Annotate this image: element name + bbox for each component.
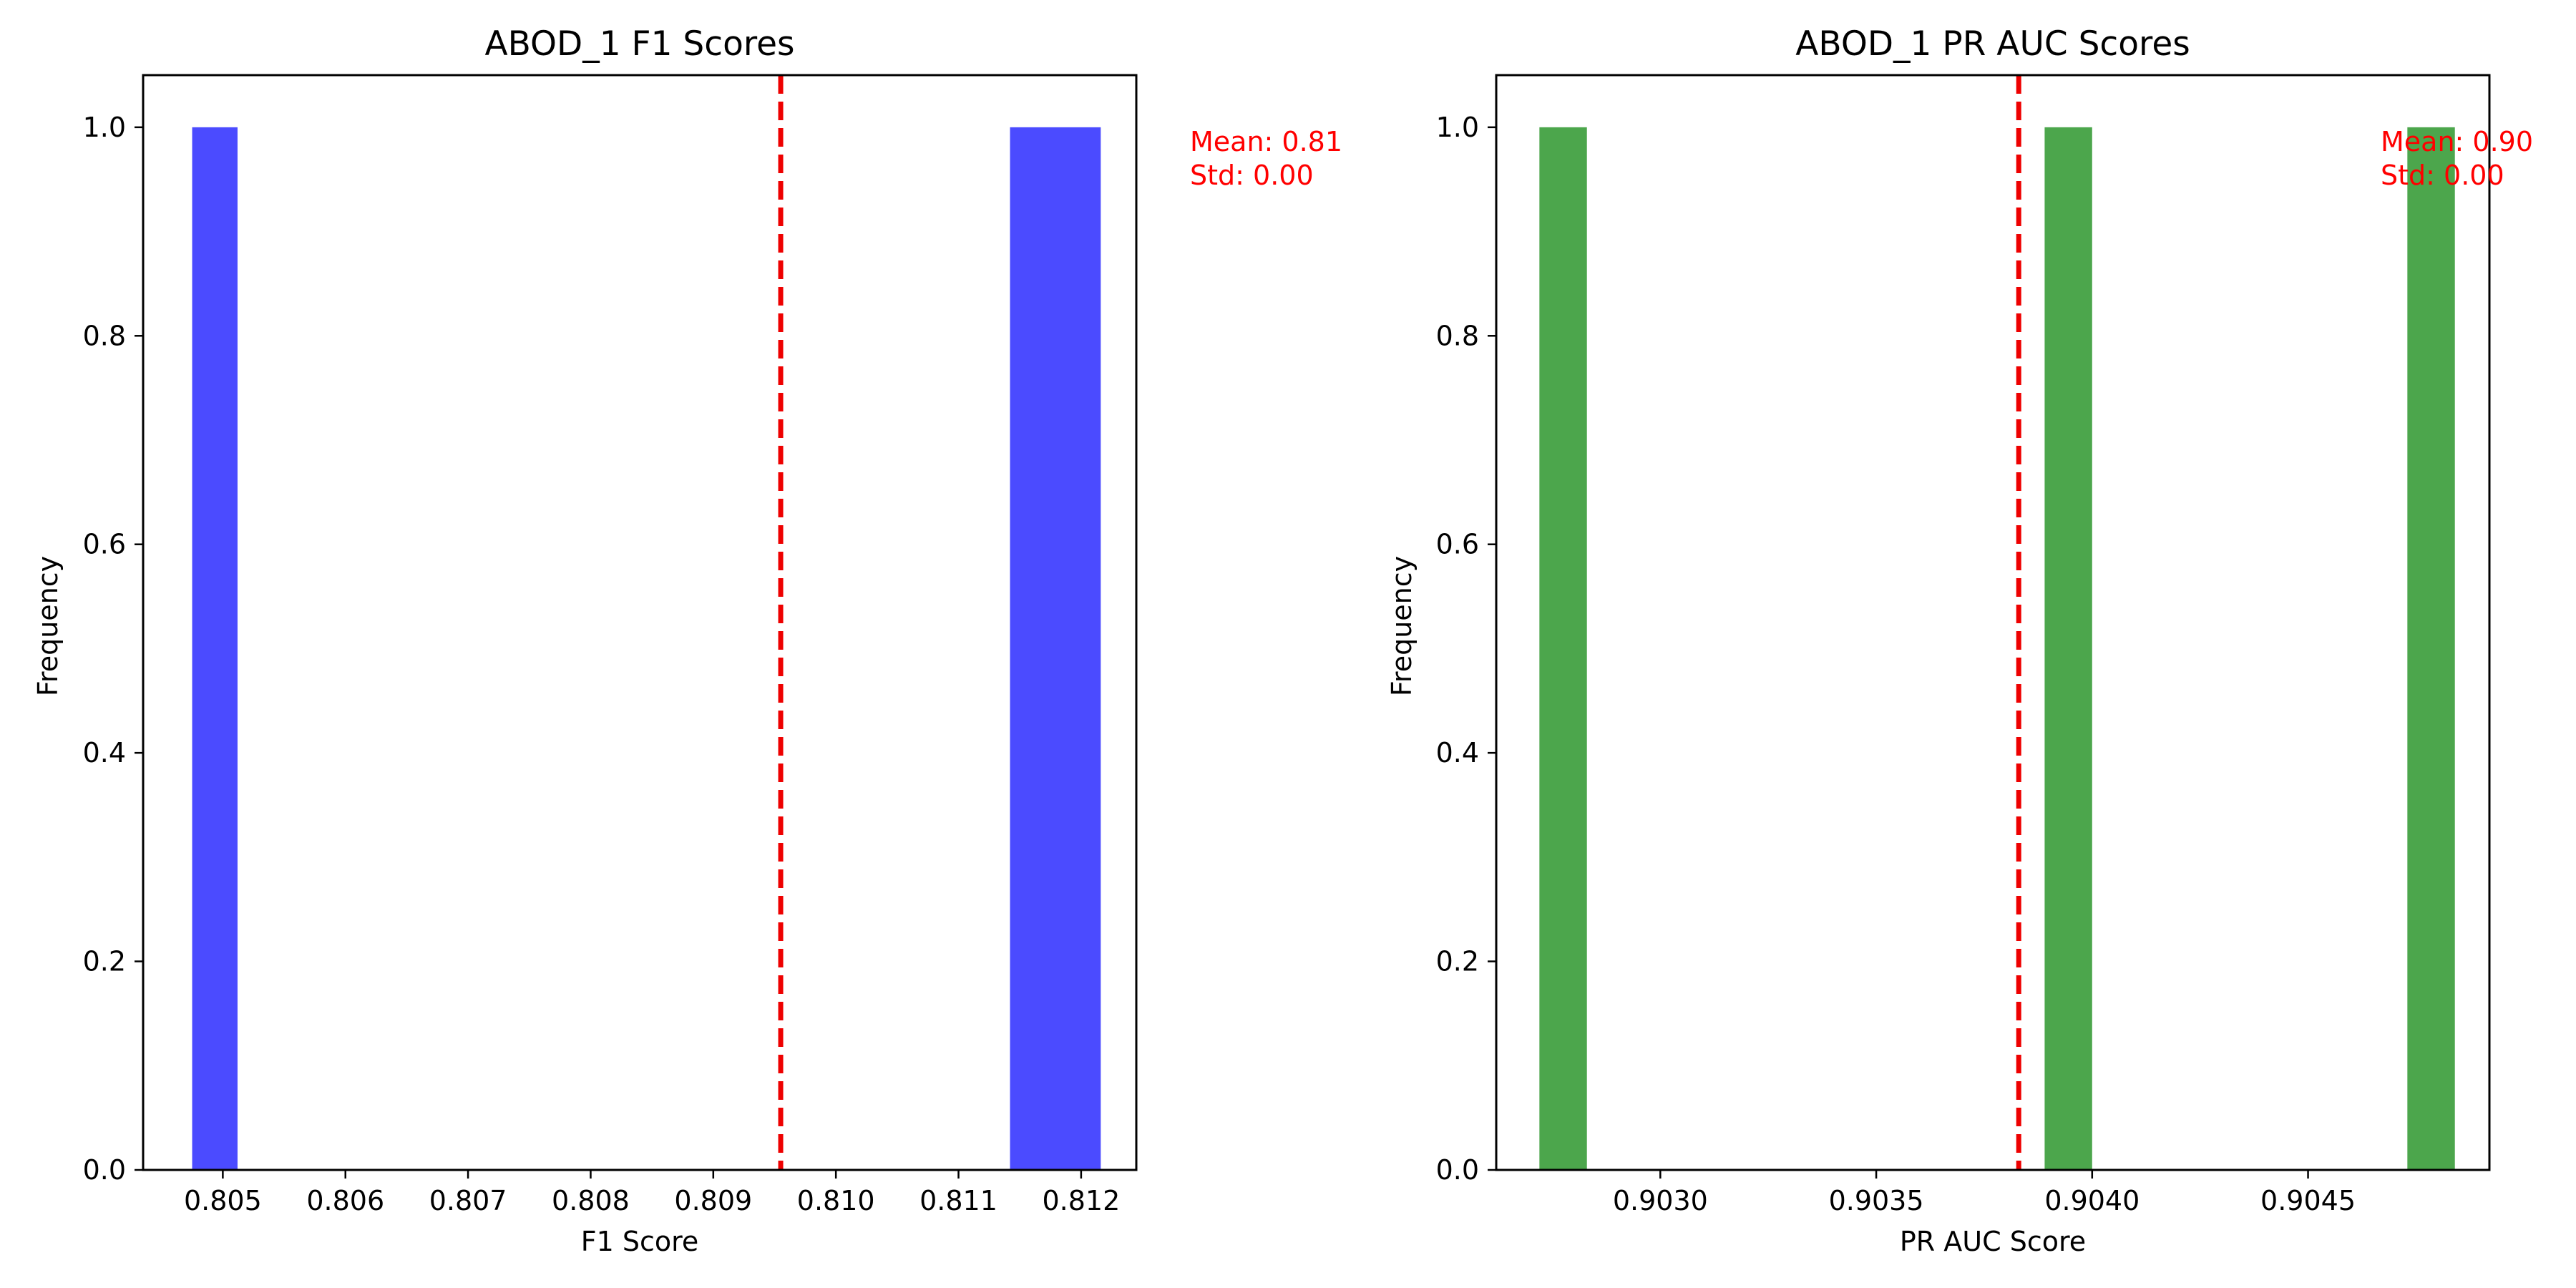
y-tick-label: 0.2 (1436, 946, 1479, 977)
y-tick-label: 0.4 (83, 737, 126, 769)
x-tick-label: 0.806 (306, 1185, 384, 1216)
histogram-bar-3 (2407, 127, 2455, 1170)
x-axis-label: F1 Score (581, 1226, 699, 1257)
y-axis-label: Frequency (1386, 556, 1418, 696)
y-tick-label: 0.8 (1436, 320, 1479, 351)
y-tick-label: 0.6 (1436, 529, 1479, 560)
y-tick-label: 0.0 (1436, 1154, 1479, 1186)
std-annotation: Std: 0.00 (1190, 160, 1314, 191)
axes-group: 0.805 0.806 0.807 0.808 0.809 0.810 0.811 0.812… (83, 74, 1138, 1216)
bar-series (192, 127, 1101, 1170)
x-tick-label: 0.809 (674, 1185, 752, 1216)
y-axis-label: Frequency (32, 556, 64, 696)
histogram-bar-1 (1539, 127, 1587, 1170)
y-tick-label: 1.0 (1436, 112, 1479, 143)
x-tick-label: 0.807 (429, 1185, 507, 1216)
histogram-bar-2 (2044, 127, 2092, 1170)
x-tick-label: 0.9030 (1613, 1185, 1708, 1216)
pr-auc-scores-chart: ABOD_1 PR AUC Scores 0.9030 0.9035 0.9040 0… (1386, 24, 2533, 1257)
x-tick-label: 0.808 (552, 1185, 630, 1216)
y-tick-label: 1.0 (83, 112, 126, 143)
x-tick-label: 0.9045 (2260, 1185, 2356, 1216)
histogram-bar-1 (192, 127, 238, 1170)
x-tick-label: 0.9035 (1829, 1185, 1924, 1216)
y-tick-label: 0.2 (83, 946, 126, 977)
x-tick-label: 0.9040 (2044, 1185, 2140, 1216)
y-tick-label: 0.6 (83, 529, 126, 560)
f1-scores-chart: ABOD_1 F1 Scores 0.805 0.806 0.807 0.808 0.8… (32, 24, 1342, 1257)
x-axis-label: PR AUC Score (1900, 1226, 2086, 1257)
x-tick-label: 0.812 (1042, 1185, 1120, 1216)
y-tick-label: 0.8 (83, 320, 126, 351)
bar-series (1539, 127, 2455, 1170)
mean-annotation: Mean: 0.90 (2381, 126, 2533, 157)
x-tick-label: 0.810 (797, 1185, 875, 1216)
mean-annotation: Mean: 0.81 (1190, 126, 1342, 157)
axes-group: 0.9030 0.9035 0.9040 0.9045 0.0 0.2 0.4 0.6 0.8 1… (1436, 74, 2491, 1216)
chart-title: ABOD_1 F1 Scores (484, 24, 794, 64)
x-tick-label: 0.811 (919, 1185, 997, 1216)
y-tick-label: 0.4 (1436, 737, 1479, 769)
histogram-bar-2 (1010, 127, 1101, 1170)
x-tick-label: 0.805 (184, 1185, 262, 1216)
axes-frame (1495, 74, 2491, 1171)
axes-frame (142, 74, 1138, 1171)
chart-title: ABOD_1 PR AUC Scores (1795, 24, 2190, 64)
y-tick-label: 0.0 (83, 1154, 126, 1186)
std-annotation: Std: 0.00 (2381, 160, 2504, 191)
